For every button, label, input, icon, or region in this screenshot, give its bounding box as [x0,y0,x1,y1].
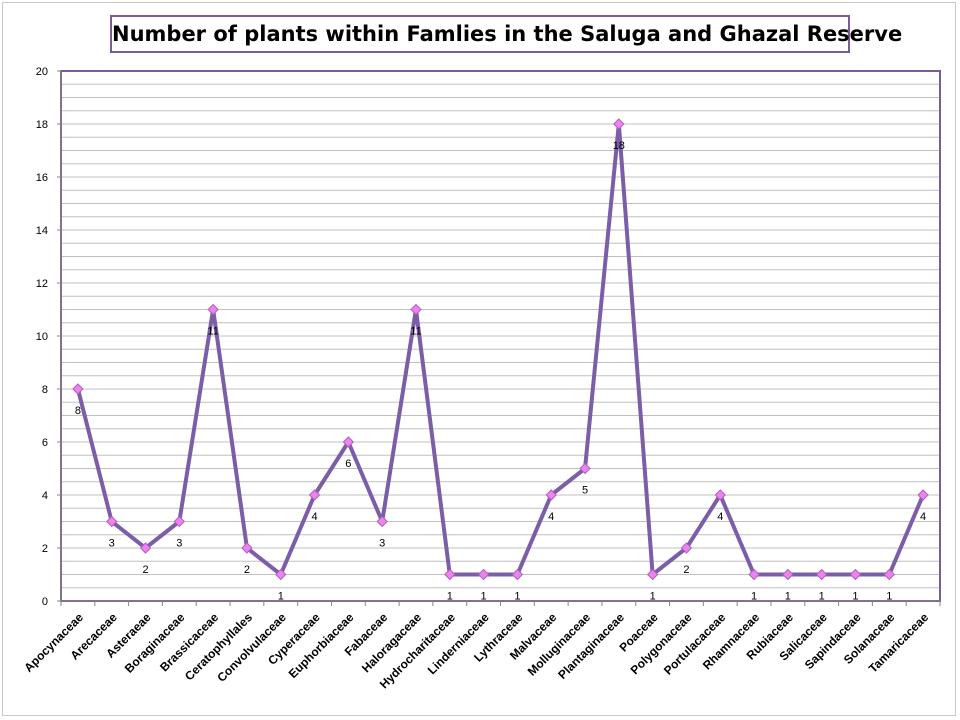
data-point [883,568,895,581]
data-point [410,303,422,316]
data-point [545,489,557,501]
y-tick-labels: 0 2 4 6 8 10 12 14 16 18 20 [36,66,48,608]
data-point [477,568,490,581]
y-tick-label: 0 [42,596,48,608]
x-tick-labels: ApocynaceaeArecaceaeAsteraeaeBoraginacea… [21,610,931,691]
data-label: 1 [819,591,825,603]
data-point [714,489,726,501]
data-label: 1 [886,591,892,603]
axes [57,70,941,606]
data-label: 11 [410,326,421,338]
data-label: 1 [278,591,284,603]
data-label: 2 [683,564,689,576]
data-label: 5 [582,485,588,497]
data-point [72,383,84,395]
grid-lines [61,83,940,589]
y-tick-label: 6 [42,437,48,449]
y-tick-label: 2 [42,543,48,555]
data-label: 4 [717,511,723,523]
y-tick-label: 20 [36,66,48,78]
y-tick-label: 14 [36,225,48,237]
data-label: 3 [176,538,182,550]
chart-title: Number of plants within Famlies in the S… [110,15,902,53]
data-point [646,568,659,581]
data-point [342,436,355,448]
data-label: 1 [650,591,656,603]
y-tick-label: 16 [36,172,48,184]
series [72,118,929,581]
data-point [748,568,760,581]
data-label: 1 [514,591,520,603]
data-point [139,542,152,554]
data-point [207,303,219,316]
y-tick-label: 18 [36,119,48,131]
data-label: 3 [109,538,115,550]
x-tick-label: Tamaricaceae [866,610,932,676]
data-point [849,568,862,581]
data-point [613,118,625,130]
data-label: 1 [447,591,453,603]
y-tick-label: 8 [42,384,48,396]
data-label: 4 [920,511,926,523]
y-tick-label: 12 [36,278,48,290]
data-label: 1 [481,591,487,603]
y-tick-label: 10 [36,331,48,343]
data-point [241,542,253,554]
data-point [815,568,828,581]
data-label: 8 [75,405,81,417]
data-point [917,489,929,501]
data-point [308,489,321,501]
data-point [511,568,524,581]
data-label: 3 [379,538,385,550]
data-point [782,568,794,581]
data-label: 11 [207,326,218,338]
data-point [579,462,591,475]
data-label: 18 [613,140,625,152]
data-label: 4 [311,511,317,523]
data-label: 1 [852,591,858,603]
y-tick-label: 4 [42,490,48,502]
data-point [376,515,388,528]
data-point [173,515,186,528]
data-point [106,515,118,528]
data-label: 6 [345,458,351,470]
data-label: 1 [785,591,791,603]
data-label: 2 [244,564,250,576]
data-label: 2 [142,564,148,576]
data-label: 1 [751,591,757,603]
data-label: 4 [548,511,554,523]
data-point [444,568,456,581]
data-point [680,542,693,554]
data-point [275,568,287,581]
